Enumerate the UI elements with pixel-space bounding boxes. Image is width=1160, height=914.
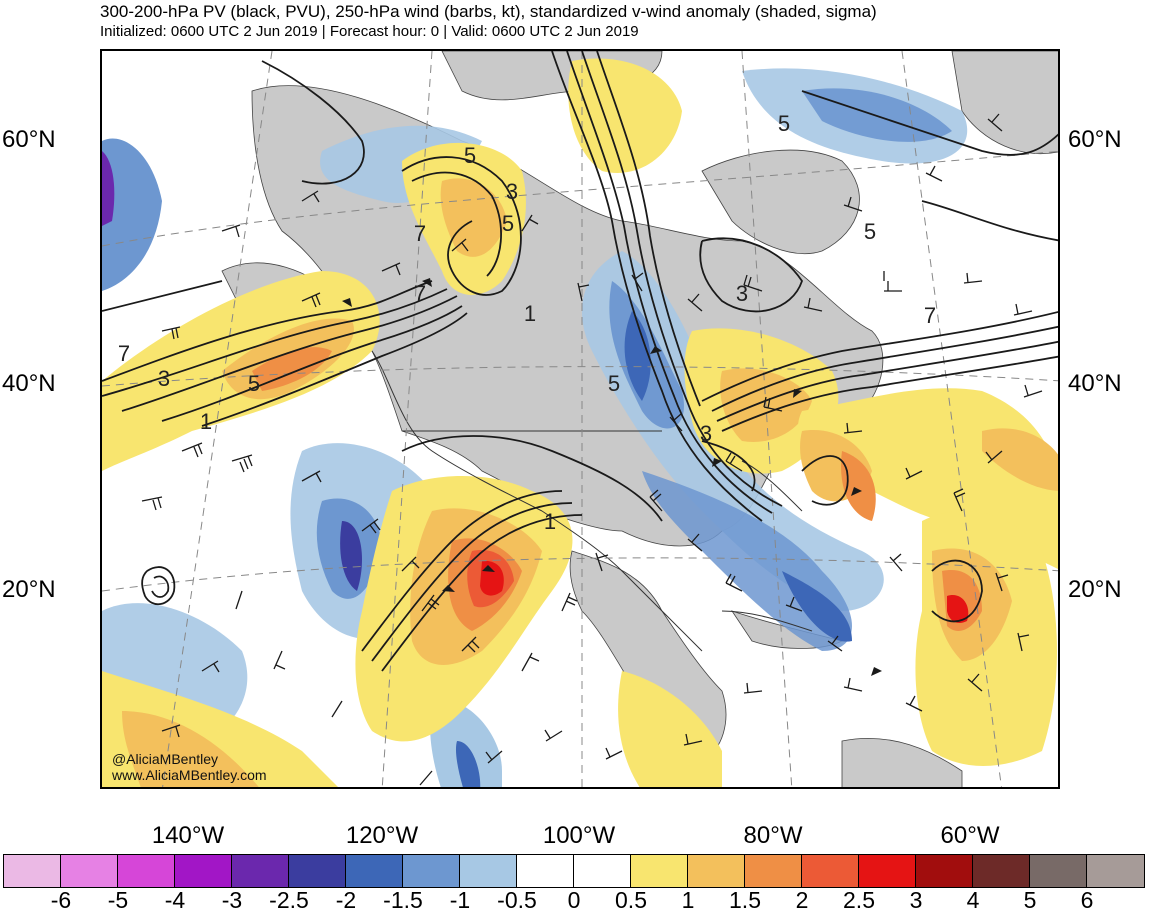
- pv-label: 5: [608, 371, 620, 396]
- pv-label: 3: [700, 421, 712, 446]
- colorbar-swatch: [1087, 855, 1144, 887]
- colorbar-tick-label: -6: [50, 887, 72, 913]
- colorbar-swatch: [346, 855, 403, 887]
- graticule: [102, 51, 1058, 787]
- map-subtitle: Initialized: 0600 UTC 2 Jun 2019 | Forec…: [100, 23, 639, 40]
- lon-label: 60°W: [940, 822, 1000, 849]
- colorbar-swatch: [118, 855, 175, 887]
- pv-label: 1: [544, 509, 556, 534]
- colorbar-tick-label: 5: [1023, 887, 1037, 913]
- colorbar-swatch: [232, 855, 289, 887]
- wind-flags: [342, 278, 882, 676]
- credit-website: www.AliciaMBentley.com: [112, 767, 267, 783]
- coastlines: [371, 350, 813, 652]
- colorbar: [3, 854, 1145, 888]
- pv-label: 5: [248, 371, 260, 396]
- colorbar-tick-label: -4: [164, 887, 186, 913]
- lon-label: 120°W: [345, 822, 419, 849]
- colorbar-swatch: [916, 855, 973, 887]
- colorbar-tick-label: -5: [107, 887, 129, 913]
- lon-label: 80°W: [743, 822, 803, 849]
- colorbar-tick-label: 0: [567, 887, 581, 913]
- pv-label: 1: [524, 301, 536, 326]
- lon-label: 140°W: [151, 822, 225, 849]
- pv-label: 7: [414, 221, 426, 246]
- colorbar-tick-label: -0.5: [497, 887, 537, 913]
- lon-label: 100°W: [542, 822, 616, 849]
- pv-label: 5: [464, 143, 476, 168]
- colorbar-tick-label: 2: [795, 887, 809, 913]
- colorbar-tick-label: 6: [1080, 887, 1094, 913]
- pv-label: 5: [864, 219, 876, 244]
- colorbar-swatch: [631, 855, 688, 887]
- colorbar-tick-label: -1: [449, 887, 471, 913]
- colorbar-tick-label: -2.5: [269, 887, 309, 913]
- pv-label: 7: [414, 281, 426, 306]
- pv-label: 5: [502, 211, 514, 236]
- colorbar-tick-label: 1.5: [729, 887, 761, 913]
- colorbar-swatch: [802, 855, 859, 887]
- colorbar-swatch: [745, 855, 802, 887]
- lat-label-left: 60°N: [2, 126, 56, 153]
- weather-map: 5 3 7 5 7 3 5 1 7 3 5 1 5 3 1 5 7 @Alici…: [100, 49, 1060, 789]
- colorbar-swatch: [859, 855, 916, 887]
- pv-label: 7: [924, 303, 936, 328]
- pv-label: 7: [118, 341, 130, 366]
- colorbar-swatch: [61, 855, 118, 887]
- lat-label-left: 40°N: [2, 370, 56, 397]
- pv-label: 3: [736, 281, 748, 306]
- lat-label-right: 40°N: [1068, 370, 1122, 397]
- colorbar-swatch: [973, 855, 1030, 887]
- lat-label-right: 60°N: [1068, 126, 1122, 153]
- colorbar-tick-label: -1.5: [383, 887, 423, 913]
- wind-barbs: [141, 113, 1043, 786]
- colorbar-tick-label: 3: [909, 887, 923, 913]
- pv-label: 1: [200, 409, 212, 434]
- positive-anomaly-shading: [102, 58, 1058, 787]
- colorbar-swatch: [688, 855, 745, 887]
- colorbar-tick-label: -3: [221, 887, 243, 913]
- colorbar-swatch: [4, 855, 61, 887]
- colorbar-swatch: [175, 855, 232, 887]
- colorbar-swatch: [460, 855, 517, 887]
- colorbar-swatch: [289, 855, 346, 887]
- credit-handle: @AliciaMBentley: [112, 751, 219, 767]
- colorbar-swatch: [1030, 855, 1087, 887]
- colorbar-tick-label: 1: [681, 887, 695, 913]
- map-canvas: 5 3 7 5 7 3 5 1 7 3 5 1 5 3 1 5 7: [102, 51, 1058, 787]
- lat-label-left: 20°N: [2, 576, 56, 603]
- colorbar-tick-label: 0.5: [615, 887, 647, 913]
- lat-label-right: 20°N: [1068, 576, 1122, 603]
- colorbar-tick-label: 2.5: [843, 887, 875, 913]
- pv-label: 5: [778, 111, 790, 136]
- colorbar-swatch: [403, 855, 460, 887]
- map-title: 300-200-hPa PV (black, PVU), 250-hPa win…: [100, 2, 877, 21]
- pv-contours: [102, 51, 1058, 672]
- colorbar-tick-label: 4: [966, 887, 980, 913]
- colorbar-swatch: [574, 855, 631, 887]
- colorbar-tick-label: -2: [335, 887, 357, 913]
- pv-contour-labels: 5 3 7 5 7 3 5 1 7 3 5 1 5 3 1 5 7: [118, 111, 936, 534]
- pv-label: 3: [158, 366, 170, 391]
- colorbar-swatch: [517, 855, 574, 887]
- pv-label: 3: [506, 179, 518, 204]
